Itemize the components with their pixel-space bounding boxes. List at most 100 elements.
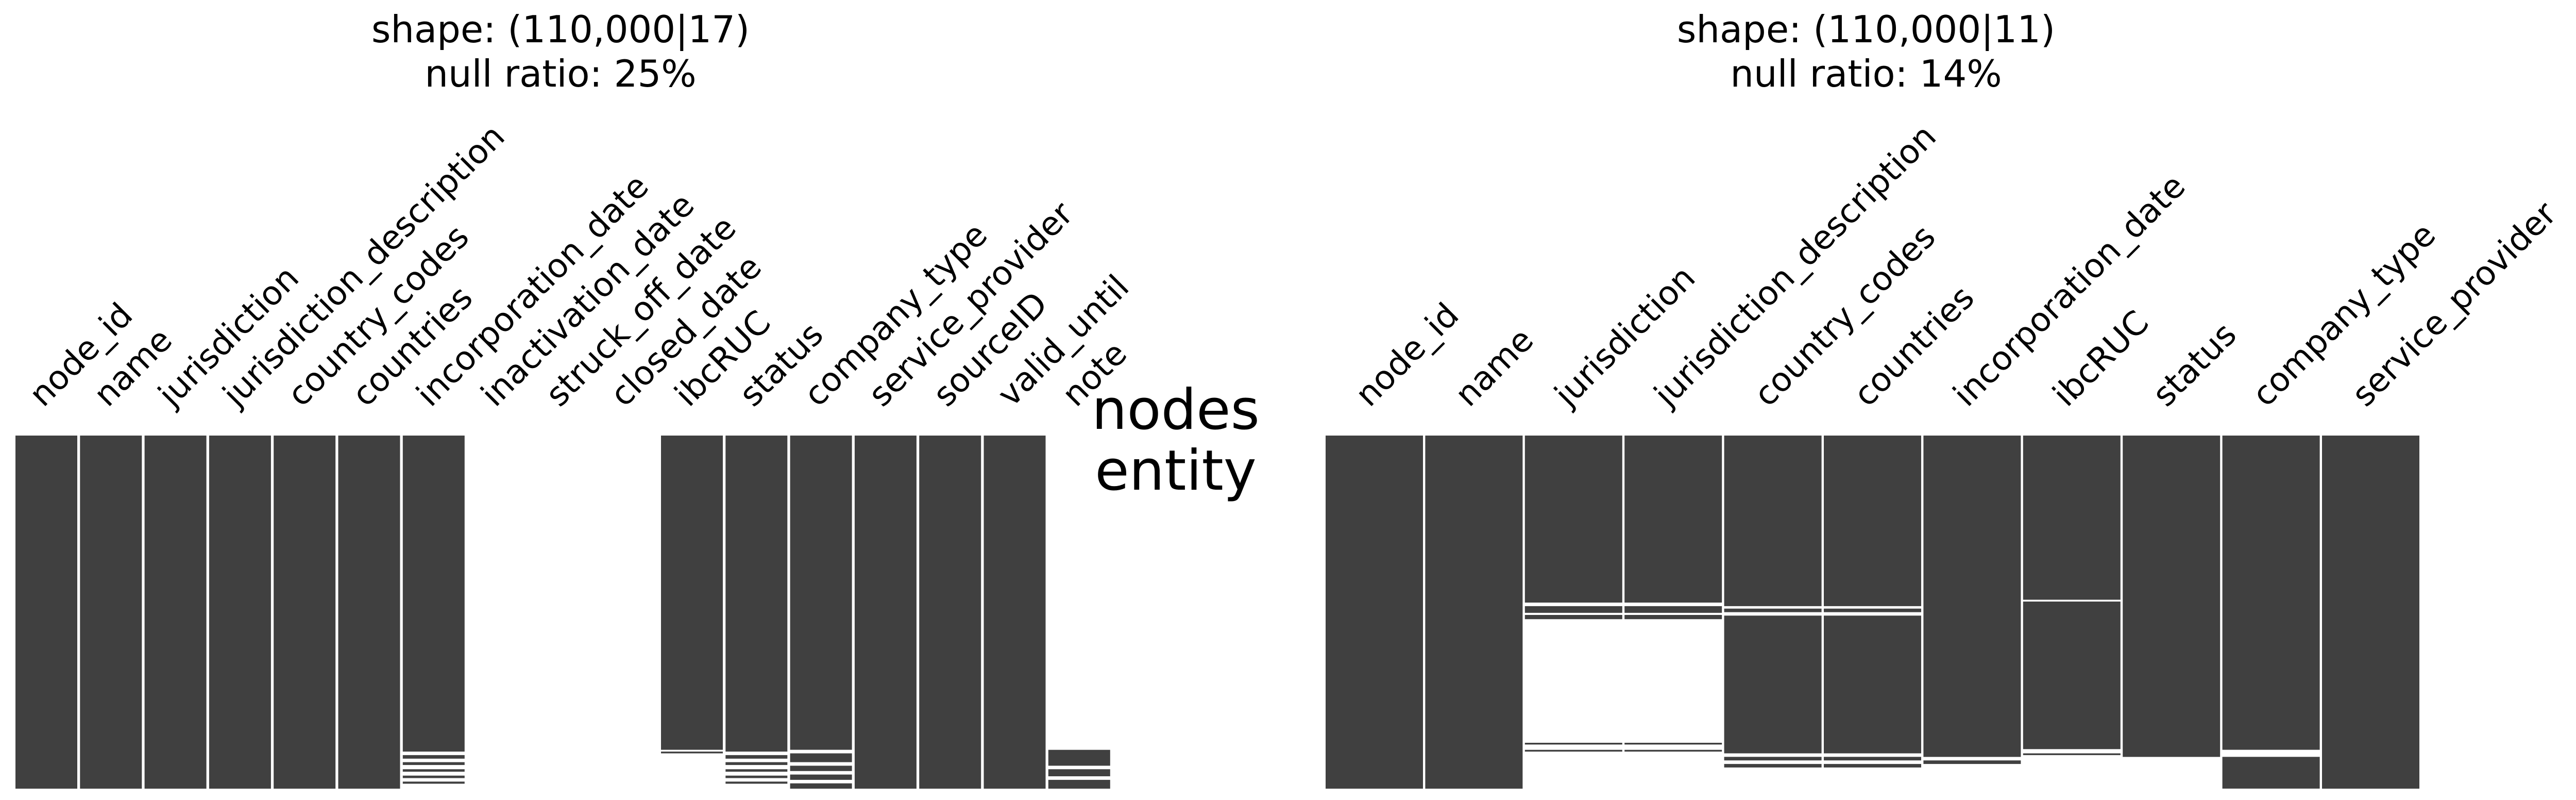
present-segment: [402, 755, 465, 759]
column-name: [80, 436, 142, 789]
present-segment: [1624, 749, 1722, 752]
present-segment: [1824, 615, 1921, 754]
present-segment: [2222, 757, 2320, 789]
column-jurisdiction-description: [209, 436, 271, 789]
present-segment: [984, 436, 1046, 789]
present-segment: [725, 775, 788, 778]
present-segment: [144, 436, 207, 789]
present-segment: [1048, 769, 1110, 776]
present-segment: [1724, 615, 1822, 754]
column-countries: [1824, 436, 1921, 768]
present-segment: [790, 436, 852, 750]
present-segment: [209, 436, 271, 789]
present-segment: [725, 781, 788, 784]
column-status: [2123, 436, 2221, 757]
present-segment: [338, 436, 400, 789]
present-segment: [402, 762, 465, 765]
present-segment: [790, 765, 852, 771]
left-chart-title-line1: shape: (110,000|17): [371, 8, 750, 52]
column-valid-until: [984, 436, 1046, 789]
column-label-node-id: node_id: [1348, 296, 1466, 414]
present-segment: [1923, 436, 2021, 757]
right-chart-title-line2: null ratio: 14%: [1730, 52, 2002, 95]
present-segment: [1724, 757, 1822, 761]
column-label-company-type: company_type: [2245, 216, 2444, 414]
present-segment: [1824, 436, 1921, 606]
present-segment: [790, 783, 852, 789]
present-segment: [2023, 753, 2121, 755]
present-segment: [402, 769, 465, 772]
column-label-status: status: [2145, 315, 2244, 414]
left-column-bars: [15, 436, 1110, 789]
right-column-bars: [1326, 436, 2419, 789]
present-segment: [1624, 606, 1722, 613]
column-note: [1048, 749, 1110, 789]
column-company-type: [2222, 436, 2320, 789]
column-label-country-codes: country_codes: [1747, 218, 1943, 414]
right-missingness-matrix: shape: (110,000|11) null ratio: 14% node…: [1326, 8, 2564, 789]
left-chart-title-line2: null ratio: 25%: [425, 52, 696, 95]
present-segment: [1524, 743, 1622, 745]
present-segment: [790, 753, 852, 762]
column-ibcRUC: [661, 436, 723, 754]
column-jurisdiction-description: [1624, 436, 1722, 752]
column-incorporation-date: [402, 436, 465, 784]
column-ibcRUC: [2023, 436, 2121, 755]
right-chart-title-line1: shape: (110,000|11): [1677, 8, 2055, 52]
column-label-name: name: [1448, 321, 1541, 414]
present-segment: [1524, 615, 1622, 620]
present-segment: [661, 752, 723, 754]
present-segment: [2123, 436, 2221, 757]
present-segment: [854, 436, 917, 789]
present-segment: [725, 436, 788, 752]
column-countries: [338, 436, 400, 789]
column-status: [725, 436, 788, 784]
present-segment: [2222, 436, 2320, 750]
column-sourceID: [919, 436, 981, 789]
column-node-id: [1326, 436, 1423, 789]
present-segment: [1425, 436, 1523, 789]
present-segment: [1724, 764, 1822, 768]
column-name: [1425, 436, 1523, 789]
center-label-line2: entity: [1095, 439, 1257, 503]
present-segment: [1048, 749, 1110, 766]
present-segment: [1326, 436, 1423, 789]
present-segment: [80, 436, 142, 789]
present-segment: [1624, 615, 1722, 620]
column-country-codes: [1724, 436, 1822, 768]
column-company-type: [790, 436, 852, 789]
present-segment: [661, 436, 723, 750]
present-segment: [274, 436, 336, 789]
present-segment: [402, 775, 465, 778]
column-node-id: [15, 436, 77, 789]
column-service-provider: [854, 436, 917, 789]
column-service-provider: [2322, 436, 2419, 789]
present-segment: [1724, 608, 1822, 612]
column-jurisdiction: [144, 436, 207, 789]
present-segment: [1824, 757, 1921, 761]
present-segment: [1524, 749, 1622, 752]
present-segment: [725, 769, 788, 772]
present-segment: [1524, 436, 1622, 603]
present-segment: [725, 762, 788, 765]
center-label-line1: nodes: [1092, 378, 1260, 442]
present-segment: [2322, 436, 2419, 789]
present-segment: [2023, 436, 2121, 600]
column-incorporation-date: [1923, 436, 2021, 764]
present-segment: [402, 781, 465, 784]
left-missingness-matrix: shape: (110,000|17) null ratio: 25% node…: [15, 8, 1137, 789]
present-segment: [1923, 760, 2021, 764]
present-segment: [1824, 764, 1921, 768]
present-segment: [790, 774, 852, 780]
present-segment: [402, 436, 465, 752]
present-segment: [1048, 779, 1110, 789]
left-column-labels: node_idnamejurisdictionjurisdiction_desc…: [22, 118, 1137, 415]
present-segment: [2023, 602, 2121, 749]
present-segment: [1524, 606, 1622, 613]
column-jurisdiction: [1524, 436, 1622, 752]
present-segment: [15, 436, 77, 789]
column-country-codes: [274, 436, 336, 789]
present-segment: [725, 755, 788, 759]
